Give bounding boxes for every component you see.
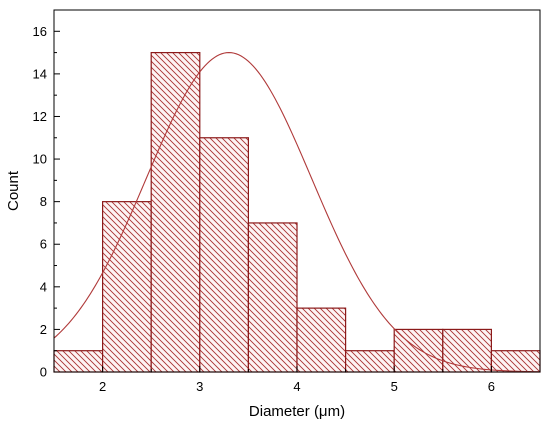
axes-group: 2 3 4 5 6 0 2 4 6 8 10 12 14 16: [33, 9, 541, 394]
y-tick-label: 12: [33, 109, 47, 124]
x-axis-label: Diameter (μm): [249, 403, 345, 420]
y-tick-label: 14: [33, 66, 47, 81]
y-tick-label: 16: [33, 24, 47, 39]
gaussian-fit-curve: [53, 52, 541, 373]
histogram-bar-5: [247, 222, 298, 373]
y-tick-label: 2: [40, 322, 47, 337]
x-tick-label: 4: [293, 379, 300, 394]
bars-group: [53, 51, 541, 373]
y-tick-label: 8: [40, 194, 47, 209]
x-tick-label: 5: [391, 379, 398, 394]
y-tick-label: 0: [40, 365, 47, 380]
x-tick-label: 3: [196, 379, 203, 394]
x-tick-label: 6: [488, 379, 495, 394]
histogram-bar-3: [150, 51, 201, 373]
y-axis-label: Count: [5, 170, 22, 211]
histogram-bar-9: [442, 328, 492, 373]
histogram-bar-10: [490, 350, 541, 373]
histogram-bar-7: [345, 350, 395, 373]
y-tick-label: 6: [40, 237, 47, 252]
histogram-bar-4: [199, 137, 250, 373]
x-tick-label: 2: [99, 379, 106, 394]
y-tick-label: 10: [33, 152, 47, 167]
y-tick-label: 4: [40, 279, 47, 294]
histogram-bar-6: [296, 307, 347, 373]
histogram-bar-1: [53, 350, 104, 373]
histogram-bar-2: [101, 201, 152, 373]
